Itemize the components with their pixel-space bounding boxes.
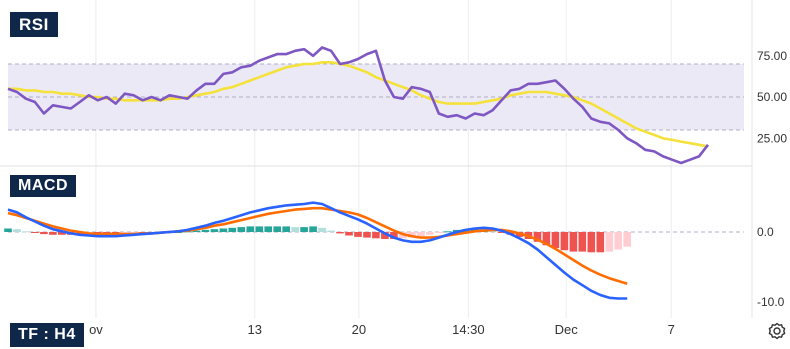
macd-histogram-bar <box>560 232 569 251</box>
macd-histogram-bar <box>327 230 335 232</box>
macd-histogram-bar <box>569 232 578 252</box>
macd-histogram-bar <box>435 232 443 233</box>
macd-histogram-bar <box>282 226 290 232</box>
macd-histogram-bar <box>264 226 272 232</box>
rsi-panel <box>7 46 744 165</box>
macd-histogram-bar <box>228 227 237 232</box>
macd-histogram-bar <box>219 228 228 232</box>
macd-histogram-bar <box>4 228 12 232</box>
macd-line <box>7 201 628 300</box>
macd-histogram-bar <box>31 232 39 233</box>
macd-histogram-bar <box>318 227 326 232</box>
macd-histogram-bar <box>336 232 344 234</box>
macd-histogram-bar <box>76 232 84 235</box>
macd-histogram-bar <box>345 232 353 236</box>
macd-histogram-bar <box>443 231 452 233</box>
macd-histogram-bar <box>623 232 631 247</box>
macd-histogram-bar <box>129 232 138 233</box>
macd-histogram-bar <box>417 232 425 237</box>
macd-histogram-bar <box>210 229 219 232</box>
macd-histogram-bar <box>58 232 66 235</box>
x-tick-label: Dec <box>555 322 579 337</box>
gear-icon[interactable] <box>767 321 787 341</box>
macd-histogram-bar <box>578 232 587 252</box>
macd-y-tick-label: 0.0 <box>757 225 774 239</box>
macd-histogram-bar <box>40 232 48 235</box>
macd-histogram-bar <box>551 232 560 249</box>
rsi-line <box>7 46 710 165</box>
macd-histogram-bar <box>605 232 614 252</box>
macd-histogram-bar <box>22 231 30 233</box>
rsi-ma-line <box>8 61 709 148</box>
macd-histogram-bar <box>372 232 380 239</box>
macd-histogram-bar <box>533 232 542 242</box>
macd-histogram-bar <box>201 229 210 232</box>
macd-histogram-bar <box>120 232 129 234</box>
rsi-y-tick-label: 25.00 <box>757 131 787 145</box>
x-tick-label: 13 <box>248 322 262 337</box>
macd-panel <box>4 201 744 300</box>
macd-label: MACD <box>10 175 76 197</box>
macd-histogram-bar <box>300 227 308 232</box>
grid-layer <box>0 0 753 318</box>
macd-histogram-bar <box>291 227 299 232</box>
macd-histogram-bar <box>354 232 362 237</box>
macd-histogram-bar <box>309 226 317 232</box>
x-tick-label: 14:30 <box>452 322 485 337</box>
macd-histogram-bar <box>614 232 622 250</box>
axis-layer: 75.00 50.00 25.00 0.0 -10.0 ov 13 20 14:30 Dec 7 <box>89 49 787 337</box>
macd-histogram-bar <box>255 226 264 232</box>
macd-histogram-bar <box>49 232 57 235</box>
macd-histogram-bar <box>497 232 506 233</box>
macd-histogram-bar <box>381 232 389 239</box>
macd-histogram-bar <box>273 226 281 232</box>
macd-histogram-bar <box>587 232 596 253</box>
rsi-label: RSI <box>10 12 58 37</box>
macd-histogram-bar <box>426 232 434 235</box>
x-tick-label: 20 <box>352 322 366 337</box>
macd-histogram-bar <box>488 230 497 232</box>
x-tick-label: 7 <box>668 322 675 337</box>
macd-histogram-bar <box>596 232 605 253</box>
macd-histogram-bar <box>192 230 201 232</box>
macd-histogram-bar <box>542 232 551 246</box>
macd-histogram-bar <box>13 229 21 232</box>
rsi-y-tick-label: 75.00 <box>757 49 787 63</box>
macd-histogram-bar <box>363 232 371 238</box>
macd-histogram-bar <box>390 232 398 239</box>
timeframe-label: TF : H4 <box>10 323 84 347</box>
x-tick-label: ov <box>89 322 103 337</box>
macd-histogram-bar <box>246 226 255 232</box>
rsi-y-tick-label: 50.00 <box>757 90 787 104</box>
macd-signal-line <box>7 206 628 286</box>
macd-y-tick-label: -10.0 <box>757 295 785 309</box>
macd-histogram-bar <box>237 227 246 232</box>
macd-histogram-bar <box>408 232 416 238</box>
